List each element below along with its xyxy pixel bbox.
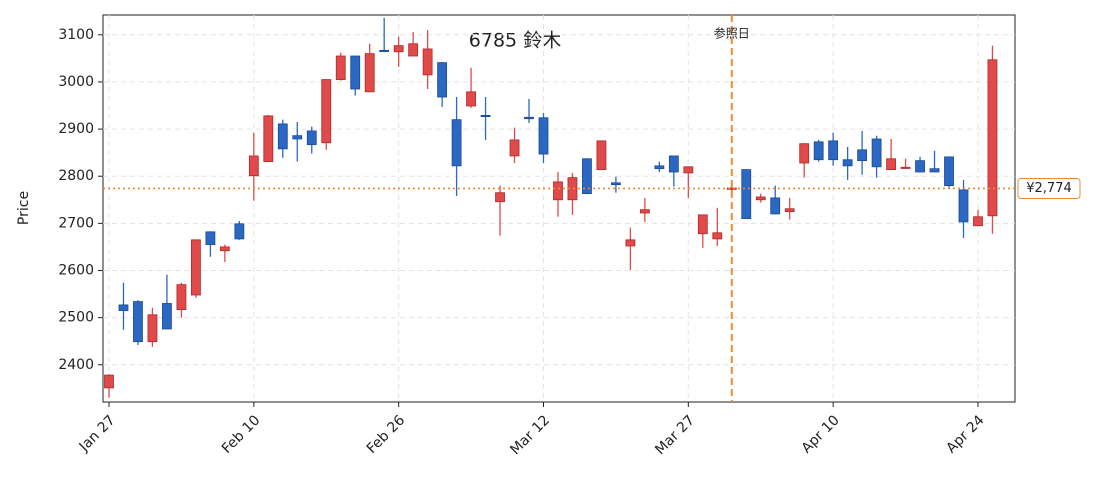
candle-body xyxy=(770,197,781,215)
candle-body xyxy=(495,192,505,203)
x-tick-label: Mar 12 xyxy=(507,412,553,458)
plot-frame xyxy=(102,14,1016,403)
candle-body xyxy=(886,158,896,171)
y-tick-label: 3000 xyxy=(58,74,94,90)
candle-body xyxy=(654,165,665,170)
candle-body xyxy=(147,314,158,343)
candle-body xyxy=(900,166,911,169)
y-tick-label: 2400 xyxy=(58,357,94,373)
candle-body xyxy=(364,53,375,93)
candle-body xyxy=(379,49,390,52)
y-tick-label: 2500 xyxy=(58,310,94,326)
candle-body xyxy=(639,209,650,214)
candle-body xyxy=(958,189,969,223)
candle-body xyxy=(509,139,520,157)
candle-body xyxy=(538,117,549,155)
candle-body xyxy=(567,177,578,201)
candle-body xyxy=(335,55,346,80)
candle-body xyxy=(350,55,361,90)
x-tick-label: Apr 24 xyxy=(943,412,987,456)
candle-body xyxy=(828,140,839,161)
candle-body xyxy=(987,59,998,217)
y-tick-label: 2900 xyxy=(58,121,94,137)
candle-body xyxy=(162,303,172,330)
x-tick-label: Apr 10 xyxy=(799,412,843,456)
candle-body xyxy=(466,91,476,107)
candle-body xyxy=(596,140,607,171)
candle-body xyxy=(321,79,332,144)
candle-body xyxy=(741,169,752,220)
candle-body xyxy=(683,166,694,174)
y-axis-label: Price xyxy=(16,191,32,225)
candle-body xyxy=(871,138,882,168)
candle-body xyxy=(277,123,288,150)
candle-body xyxy=(625,239,636,247)
candle-body xyxy=(668,155,679,173)
reference-vline-label: 参照日 xyxy=(714,26,750,41)
y-tick-label: 2700 xyxy=(58,215,94,231)
candle-body xyxy=(480,115,491,118)
candle-body xyxy=(133,301,143,343)
candle-body xyxy=(944,156,954,187)
candle-body xyxy=(190,239,201,296)
candle-body xyxy=(553,181,563,201)
candle-body xyxy=(451,119,462,167)
x-tick-label: Jan 27 xyxy=(76,412,119,455)
x-tick-label: Feb 10 xyxy=(219,412,264,457)
candle-body xyxy=(857,149,868,162)
candle-body xyxy=(582,158,592,195)
candle-body xyxy=(973,216,983,227)
candle-body xyxy=(118,304,129,311)
price-label: ¥2,774 xyxy=(1026,181,1072,196)
candle-body xyxy=(393,45,404,53)
candle-body xyxy=(726,187,737,190)
candle-body xyxy=(697,214,708,235)
x-tick-label: Feb 26 xyxy=(364,412,409,457)
candle-body xyxy=(248,155,259,177)
candle-body xyxy=(799,143,810,164)
candle-body xyxy=(712,232,723,240)
candle-body xyxy=(219,246,230,252)
y-tick-label: 2600 xyxy=(58,262,94,278)
candle-body xyxy=(263,115,274,162)
chart-title: 6785 鈴木 xyxy=(469,30,561,52)
price-label-box xyxy=(1017,177,1081,199)
candle-body xyxy=(611,182,621,186)
candle-body xyxy=(422,48,433,76)
y-tick-label: 3100 xyxy=(58,27,94,43)
x-tick-label: Mar 27 xyxy=(652,412,698,458)
candle-body xyxy=(755,196,766,201)
candle-body xyxy=(205,231,216,245)
candle-body xyxy=(524,116,534,120)
candle-body xyxy=(176,284,187,311)
candle-body xyxy=(104,374,114,389)
candle-body xyxy=(784,208,795,212)
candle-body xyxy=(915,160,925,173)
candle-body xyxy=(292,135,303,140)
candle-body xyxy=(306,130,317,146)
candle-body xyxy=(437,62,448,98)
candle-body xyxy=(408,43,419,57)
candle-body xyxy=(929,168,940,173)
candle-body xyxy=(813,141,824,161)
y-tick-label: 2800 xyxy=(58,168,94,184)
candle-body xyxy=(842,159,853,167)
candle-body xyxy=(234,223,245,240)
